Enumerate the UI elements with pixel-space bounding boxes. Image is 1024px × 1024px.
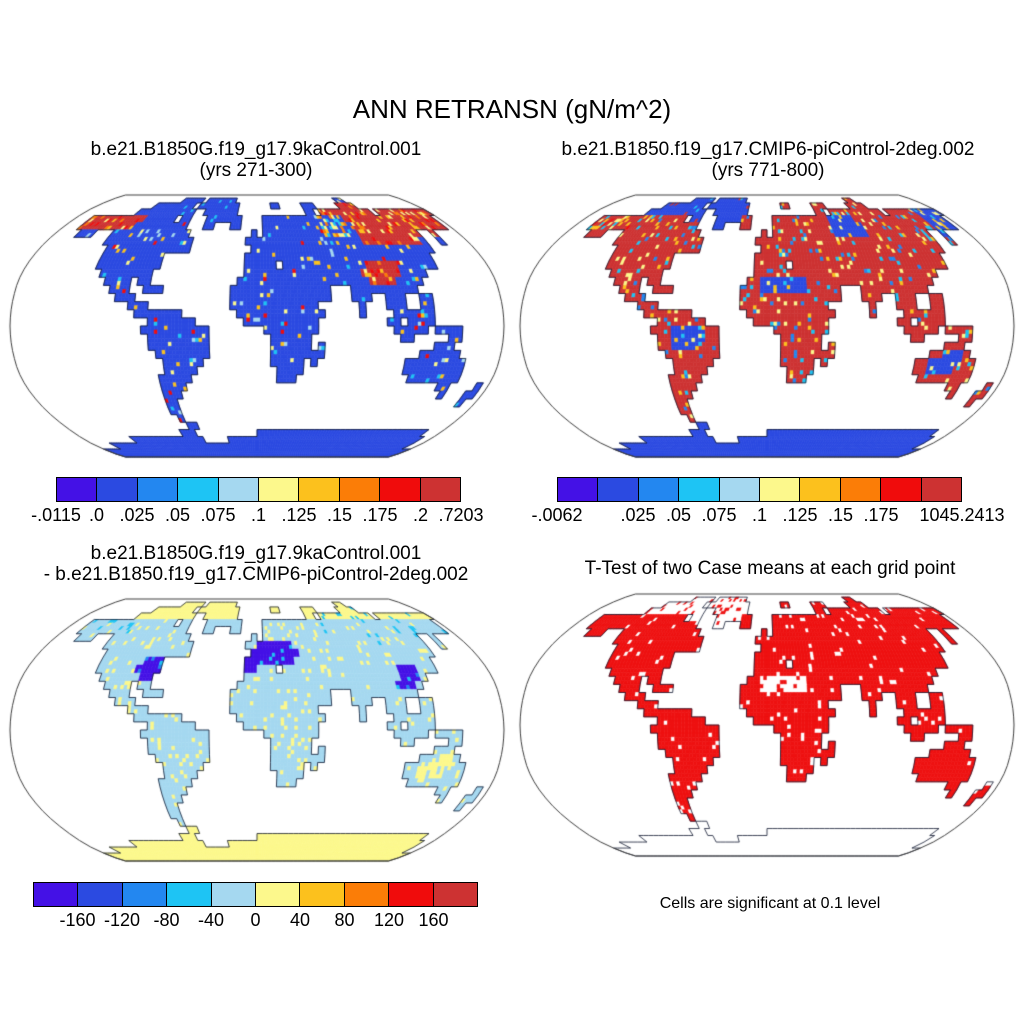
colorbar-tick-labels: -160 -120 -80 -40 0 40 80 120 160 <box>33 910 478 932</box>
colorbar-cell <box>211 883 257 906</box>
colorbar-cell <box>122 883 168 906</box>
colorbar-tick-label: .2 <box>412 505 429 525</box>
colorbar-tick-label: 80 <box>334 910 355 930</box>
panel-case2-title-line2: (yrs 771-800) <box>711 160 825 181</box>
colorbar-diff: -160 -120 -80 -40 0 40 80 120 160 <box>33 882 478 932</box>
colorbar-cell <box>719 478 761 501</box>
colorbar-cell <box>97 478 138 501</box>
colorbar-tick-label: 0 <box>250 910 261 930</box>
colorbar-cell <box>259 478 300 501</box>
colorbar-cell <box>558 478 599 501</box>
colorbar-cells <box>557 477 962 502</box>
panel-ttest-title: T-Test of two Case means at each grid po… <box>520 558 1020 579</box>
colorbar-cell <box>800 478 841 501</box>
colorbar-tick-label: .05 <box>164 505 191 525</box>
colorbar-tick-label: 160 <box>418 910 449 930</box>
colorbar-cell <box>389 883 434 906</box>
colorbar-tick-label: .125 <box>281 505 317 525</box>
colorbar-cell <box>78 883 123 906</box>
colorbar-cell <box>218 478 260 501</box>
panel-diff-title: b.e21.B1850G.f19_g17.9kaControl.001 - b.… <box>0 543 512 585</box>
colorbar-cell <box>679 478 720 501</box>
colorbar-tick-label: -80 <box>153 910 180 930</box>
colorbar-tick-label: .15 <box>827 505 854 525</box>
colorbar-tick-label: 40 <box>289 910 311 930</box>
colorbar-tick-label: .1 <box>250 505 267 525</box>
colorbar-tick-labels: -.0062 .025 .05 .075 .1 .125 .15 .175 1045.2413 <box>531 505 1004 527</box>
colorbar-cell <box>34 883 79 906</box>
panel-case1-title-line1: b.e21.B1850G.f19_g17.9kaControl.001 <box>90 139 422 160</box>
colorbar-tick-label: -.0062 <box>531 505 583 525</box>
colorbar-cell <box>137 478 179 501</box>
colorbar-cell <box>256 883 301 906</box>
panel-case1-title-line2: (yrs 271-300) <box>199 160 313 181</box>
panel-case2-title-line1: b.e21.B1850.f19_g17.CMIP6-piControl-2deg… <box>561 139 975 160</box>
colorbar-cell <box>638 478 680 501</box>
colorbar-tick-label: -40 <box>197 910 225 930</box>
colorbar-cell <box>300 883 345 906</box>
colorbar-cells <box>33 882 478 907</box>
figure-title: ANN RETRANSN (gN/m^2) <box>352 94 672 124</box>
colorbar-cell <box>760 478 801 501</box>
colorbar-tick-labels: -.0115 .0 .025 .05 .075 .1 .125 .15 .175 .2 .7203 <box>31 505 483 527</box>
colorbar-cell <box>178 478 219 501</box>
colorbar-cell <box>339 478 381 501</box>
colorbar-tick-label: -.0115 <box>31 505 81 525</box>
colorbar-tick-label: -160 <box>59 910 96 930</box>
colorbar-case1: -.0115 .0 .025 .05 .075 .1 .125 .15 .175 .2 .7203 <box>31 477 484 527</box>
colorbar-tick-label: .175 <box>362 505 398 525</box>
panel-diff-title-line2: - b.e21.B1850.f19_g17.CMIP6-piControl-2d… <box>43 564 469 585</box>
colorbar-tick-label: 1045.2413 <box>919 505 1005 525</box>
colorbar-cell <box>881 478 922 501</box>
ttest-caption: Cells are significant at 0.1 level <box>659 895 881 912</box>
colorbar-cell <box>299 478 340 501</box>
colorbar-tick-label: .025 <box>119 505 155 525</box>
colorbar-cell <box>57 478 98 501</box>
colorbar-tick-label: 120 <box>373 910 405 930</box>
colorbar-cell <box>167 883 212 906</box>
colorbar-tick-label: .175 <box>863 505 899 525</box>
panel-ttest-title-line1: T-Test of two Case means at each grid po… <box>584 558 956 579</box>
colorbar-cell <box>598 478 639 501</box>
colorbar-case2: -.0062 .025 .05 .075 .1 .125 .15 .175 1045.2413 <box>531 477 1005 527</box>
map-ttest <box>518 592 1016 858</box>
colorbar-cell <box>380 478 421 501</box>
colorbar-cell <box>433 883 478 906</box>
colorbar-tick-label: .1 <box>751 505 768 525</box>
colorbar-cell <box>420 478 461 501</box>
colorbar-tick-label: .15 <box>326 505 353 525</box>
colorbar-cell <box>921 478 962 501</box>
colorbar-tick-label: .7203 <box>438 505 484 525</box>
colorbar-cell <box>344 883 390 906</box>
colorbar-tick-label: .125 <box>782 505 818 525</box>
colorbar-cells <box>56 477 461 502</box>
colorbar-tick-label: .075 <box>200 505 236 525</box>
colorbar-tick-label: .025 <box>620 505 656 525</box>
colorbar-cell <box>840 478 882 501</box>
panel-case1-title: b.e21.B1850G.f19_g17.9kaControl.001 (yrs… <box>6 139 506 181</box>
panel-diff-title-line1: b.e21.B1850G.f19_g17.9kaControl.001 <box>90 543 422 564</box>
colorbar-tick-label: .05 <box>665 505 692 525</box>
panel-case2-title: b.e21.B1850.f19_g17.CMIP6-piControl-2deg… <box>512 139 1024 181</box>
map-case1 <box>8 193 506 459</box>
colorbar-tick-label: .075 <box>701 505 737 525</box>
map-diff <box>8 597 506 863</box>
colorbar-tick-label: .0 <box>88 505 105 525</box>
colorbar-tick-label: -120 <box>103 910 141 930</box>
map-case2 <box>518 193 1016 459</box>
